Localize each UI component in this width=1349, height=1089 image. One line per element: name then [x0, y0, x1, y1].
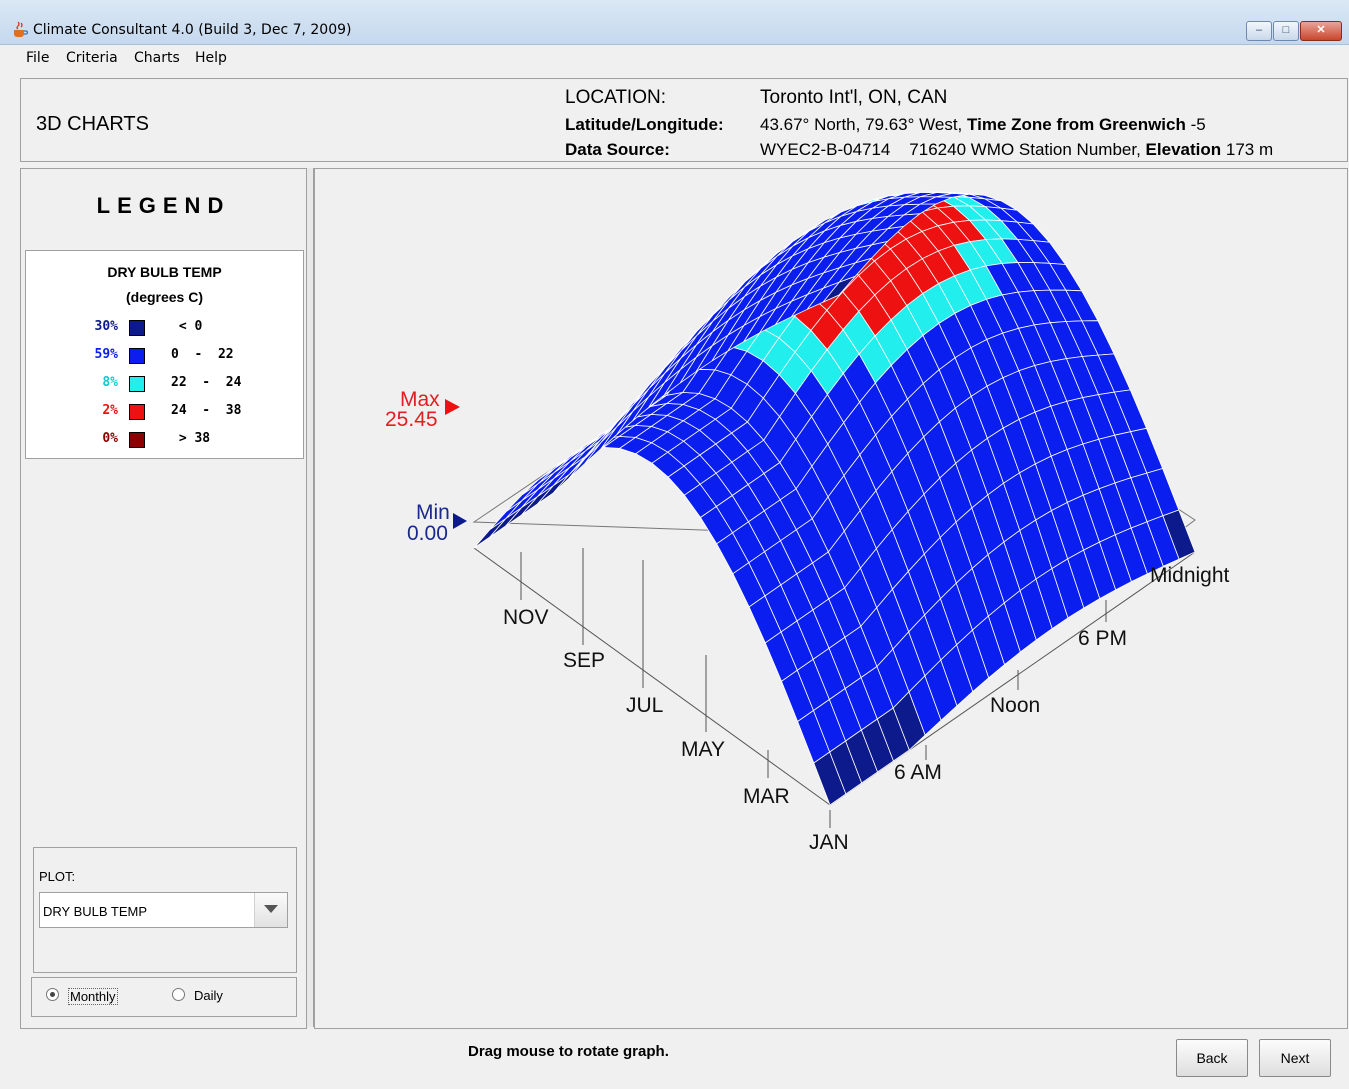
legend-panel: LEGEND DRY BULB TEMP (degrees C) 30% < 0… — [20, 168, 307, 1029]
legend-range: < 0 — [171, 319, 203, 334]
legend-row: 59% 0 - 22 — [26, 345, 303, 365]
source-value: WYEC2-B-04714 — [760, 140, 891, 159]
next-button[interactable]: Next — [1259, 1039, 1331, 1077]
latlon-value: 43.67° North, 79.63° West, — [760, 115, 963, 134]
legend-variable: DRY BULB TEMP — [107, 264, 222, 280]
close-button[interactable]: ✕ — [1300, 21, 1342, 41]
monthly-label: Monthly — [68, 988, 118, 1005]
plot-selector-panel: PLOT: DRY BULB TEMP — [33, 847, 297, 973]
hour-label-midnight: Midnight — [1150, 564, 1230, 587]
java-cup-icon — [14, 21, 29, 37]
back-button[interactable]: Back — [1176, 1039, 1248, 1077]
month-label-may: MAY — [681, 738, 725, 761]
month-axis-ticks — [473, 547, 831, 828]
surface-facet — [1162, 509, 1196, 560]
hour-labels: 6 AM Noon 6 PM Midnight — [894, 564, 1230, 784]
month-label-jul: JUL — [626, 694, 663, 717]
plot-label: PLOT: — [39, 869, 76, 884]
legend-row: 0% > 38 — [26, 429, 303, 449]
elevation-value: 173 m — [1225, 140, 1274, 159]
location-label: LOCATION: — [565, 87, 666, 108]
elevation-label: Elevation — [1145, 140, 1222, 159]
daily-label: Daily — [194, 988, 223, 1003]
close-icon: ✕ — [1316, 24, 1326, 36]
timescale-radio-group: Monthly Daily — [31, 977, 297, 1017]
min-label: Min — [416, 501, 450, 524]
legend-swatch — [129, 376, 145, 392]
min-arrow-icon — [453, 513, 467, 529]
radio-unselected-icon — [172, 988, 185, 1001]
legend-range: > 38 — [171, 431, 211, 446]
legend-swatch — [129, 320, 145, 336]
menu-charts[interactable]: Charts — [134, 50, 180, 66]
status-hint: Drag mouse to rotate graph. — [468, 1043, 669, 1060]
legend-row: 8% 22 - 24 — [26, 373, 303, 393]
menu-criteria[interactable]: Criteria — [66, 50, 118, 66]
latlon-line: 43.67° North, 79.63° West, Time Zone fro… — [760, 115, 1206, 135]
hour-label-6pm: 6 PM — [1078, 627, 1127, 650]
menu-help[interactable]: Help — [195, 50, 227, 66]
hour-label-6am: 6 AM — [894, 761, 942, 784]
legend-range: 24 - 38 — [171, 403, 242, 418]
split-pane-divider[interactable] — [306, 168, 314, 1027]
month-label-nov: NOV — [503, 606, 549, 629]
month-label-mar: MAR — [743, 785, 790, 808]
legend-box: DRY BULB TEMP (degrees C) 30% < 0 59% 0 - … — [25, 250, 304, 459]
legend-percent: 30% — [94, 319, 118, 334]
location-value: Toronto Int'l, ON, CAN — [760, 87, 948, 108]
legend-percent: 8% — [102, 375, 118, 390]
legend-range: 22 - 24 — [171, 375, 242, 390]
menu-bar: File Criteria Charts Help — [0, 45, 1349, 69]
legend-swatch — [129, 432, 145, 448]
legend-range: 0 - 22 — [171, 347, 234, 362]
max-marker: Max 25.45 — [385, 388, 460, 431]
plot-selected-value: DRY BULB TEMP — [43, 904, 148, 919]
legend-percent: 59% — [94, 347, 118, 362]
header-panel: 3D CHARTS LOCATION: Toronto Int'l, ON, C… — [20, 78, 1348, 162]
window-title: Climate Consultant 4.0 (Build 3, Dec 7, … — [33, 22, 352, 38]
dropdown-arrow-button[interactable] — [254, 893, 287, 927]
wmo-value: 716240 WMO Station Number, — [909, 140, 1141, 159]
legend-swatch — [129, 348, 145, 364]
minimize-button[interactable]: – — [1246, 21, 1272, 41]
timezone-value: -5 — [1190, 115, 1206, 134]
hour-label-noon: Noon — [990, 694, 1040, 717]
max-label: Max — [400, 388, 440, 411]
legend-percent: 0% — [102, 431, 118, 446]
min-marker: Min 0.00 — [407, 501, 467, 545]
legend-unit: (degrees C) — [125, 289, 204, 305]
legend-row: 2% 24 - 38 — [26, 401, 303, 421]
max-arrow-icon — [445, 399, 460, 415]
source-label: Data Source: — [565, 140, 670, 159]
min-value: 0.00 — [407, 522, 448, 545]
month-label-sep: SEP — [563, 649, 605, 672]
radio-selected-icon — [46, 988, 59, 1001]
title-bar: Climate Consultant 4.0 (Build 3, Dec 7, … — [0, 0, 1349, 45]
minimize-icon: – — [1255, 24, 1263, 36]
page-title: 3D CHARTS — [36, 113, 149, 135]
legend-row: 30% < 0 — [26, 317, 303, 337]
month-labels: JAN MAR MAY JUL SEP NOV — [503, 606, 849, 854]
legend-title: LEGEND — [96, 193, 231, 218]
legend-percent: 2% — [102, 403, 118, 418]
month-label-jan: JAN — [809, 831, 849, 854]
max-value: 25.45 — [385, 408, 438, 431]
source-line: WYEC2-B-04714 716240 WMO Station Number,… — [760, 140, 1273, 160]
temperature-surface — [473, 191, 1196, 806]
plot-dropdown[interactable]: DRY BULB TEMP — [39, 892, 288, 928]
timezone-label: Time Zone from Greenwich — [967, 115, 1186, 134]
maximize-button[interactable]: □ — [1273, 21, 1299, 41]
legend-swatch — [129, 404, 145, 420]
menu-file[interactable]: File — [26, 50, 50, 66]
chevron-down-icon — [264, 905, 278, 913]
maximize-icon: □ — [1282, 24, 1290, 36]
latlon-label: Latitude/Longitude: — [565, 115, 724, 134]
